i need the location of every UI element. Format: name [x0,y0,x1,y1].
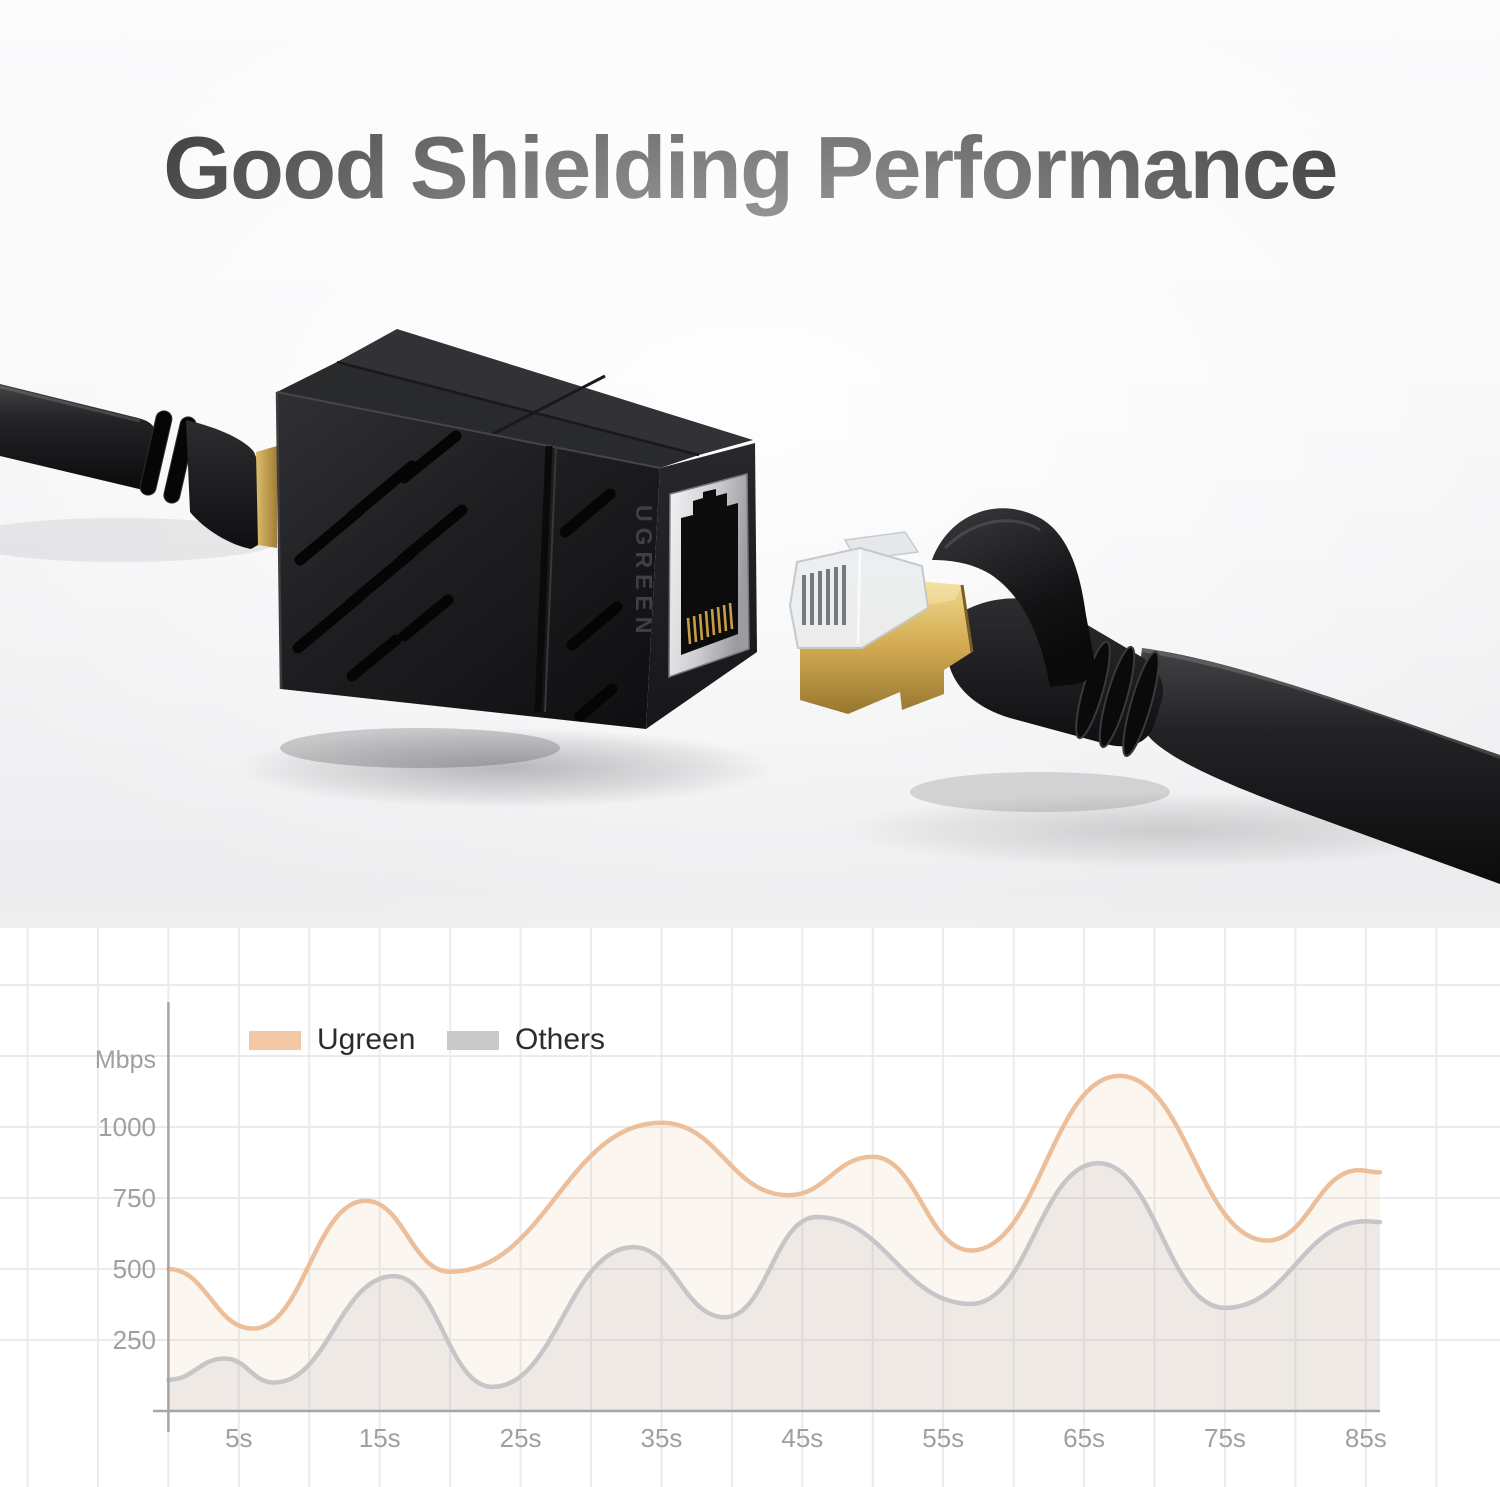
x-tick-label: 35s [641,1423,683,1453]
coupler-front-face [277,392,660,729]
plug-strain-relief-rings [1075,640,1160,757]
x-tick-label: 5s [225,1423,252,1453]
legend-label-ugreen: Ugreen [317,1023,416,1056]
x-tick-label: 65s [1063,1423,1105,1453]
product-photo-section: Good Shielding Performance [0,0,1500,928]
plug-latch-arm [932,508,1095,687]
legend-label-others: Others [515,1023,606,1056]
y-tick-label: 1000 [98,1112,156,1142]
x-tick-label: 15s [359,1423,401,1453]
shielding-performance-chart: Mbps 250 500 750 1000 5s 15s 25s 35s 45s 55s 65s 75s… [0,928,1500,1487]
vent-slots [292,430,623,722]
left-connector-boot [186,420,258,549]
x-tick-label: 55s [922,1423,964,1453]
plug-clear-tip [788,531,930,649]
performance-chart-panel: Mbps 250 500 750 1000 5s 15s 25s 35s 45s 55s 65s 75s… [0,928,1500,1487]
coupler-top-face-front [277,362,699,468]
rj45-plug-assembly [788,508,1500,884]
series-area-others [168,1163,1380,1411]
y-tick-label: 500 [113,1254,156,1284]
series-line-others [166,1160,1383,1390]
series-line-ugreen [166,1073,1383,1331]
rj45-coupler: UGREEN [275,329,757,729]
legend-swatch-others [447,1030,499,1050]
legend-swatch-ugreen [249,1030,301,1050]
x-tick-label: 85s [1345,1423,1387,1453]
ethernet-cable-right [1136,648,1500,884]
ethernet-cable-left [0,384,277,549]
series-area-ugreen [168,1075,1380,1411]
x-tick-label: 45s [781,1423,823,1453]
chart-legend: Ugreen Others [249,1024,605,1056]
coupler-seam [534,445,553,713]
coupler-top-face [337,329,753,455]
left-gold-connector [256,446,277,548]
x-tick-label: 25s [500,1423,542,1453]
plug-pins [802,565,846,625]
rj45-port-gold-pins [686,602,734,645]
y-axis-title: Mbps [95,1046,156,1074]
product-photo: UGREEN [0,0,1500,928]
y-tick-label: 250 [113,1325,156,1355]
y-tick-label: 750 [113,1183,156,1213]
x-tick-label: 75s [1204,1423,1246,1453]
